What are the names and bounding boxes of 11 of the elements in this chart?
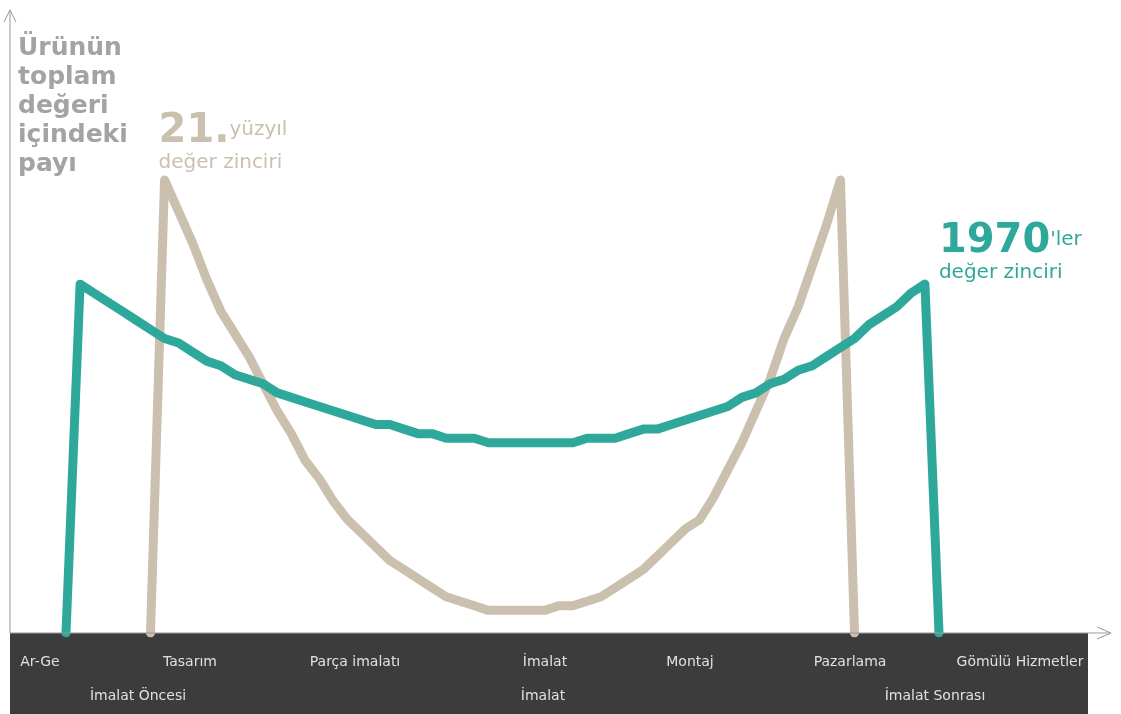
text: İmalat [520, 686, 566, 703]
text: Gömülü Hizmetler [956, 653, 1084, 669]
text: Montaj [666, 653, 714, 669]
text: İmalat Sonrası [884, 686, 986, 703]
text: Ar-Ge [20, 653, 60, 669]
text: İmalat Öncesi [89, 686, 187, 703]
text: İmalat [522, 652, 568, 669]
text: Tasarım [162, 653, 217, 669]
text: Parça imalatı [309, 653, 401, 669]
text: Pazarlama [813, 653, 887, 669]
y-axis-title: Ürünün toplam değeri içindeki payı [18, 31, 128, 177]
